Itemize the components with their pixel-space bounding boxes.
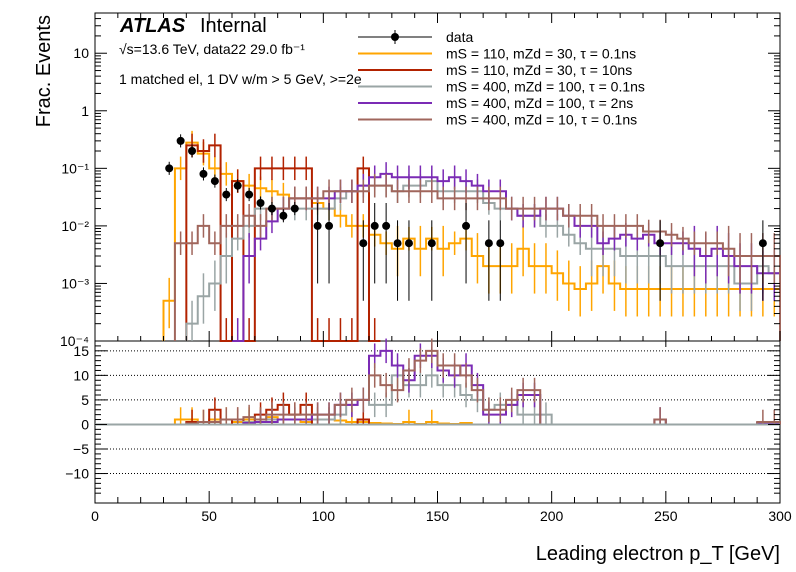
ratio-y-tick-label: −5	[73, 441, 89, 457]
ratio-y-tick-label: 15	[73, 343, 89, 359]
data-point	[484, 239, 493, 248]
data-point	[313, 221, 322, 230]
legend-label: mS = 110, mZd = 30, τ = 10ns	[446, 62, 632, 78]
data-points	[165, 134, 767, 301]
y-tick-label: 10⁻²	[61, 218, 89, 234]
main-histograms	[162, 130, 781, 342]
ratio-histograms	[95, 338, 781, 426]
y-tick-label: 10⁻⁴	[60, 333, 89, 349]
x-axis-title: Leading electron p_T [GeV]	[536, 543, 780, 565]
data-point	[176, 136, 185, 145]
legend-marker-data	[391, 33, 399, 41]
status-label: Internal	[200, 15, 267, 37]
data-point	[188, 147, 197, 156]
data-point	[279, 211, 288, 220]
data-point	[233, 181, 242, 190]
x-tick-label: 200	[540, 508, 564, 524]
data-point	[267, 204, 276, 213]
ratio-y-tick-label: 10	[73, 367, 89, 383]
axis-ticks: 0 50 100 150 200 250 30010110⁻¹10⁻²10⁻³10⁻⁴151…	[60, 12, 792, 524]
y-tick-label: 10⁻³	[61, 275, 89, 291]
selection-label: 1 matched el, 1 DV w/m > 5 GeV, >=2e	[119, 71, 362, 87]
data-point	[199, 169, 208, 178]
legend-label: mS = 400, mZd = 10, τ = 0.1ns	[446, 112, 637, 128]
x-tick-label: 100	[312, 508, 336, 524]
x-tick-label: 0	[91, 508, 99, 524]
ratio-series-4	[95, 349, 781, 426]
data-point	[393, 239, 402, 248]
data-point	[290, 204, 299, 213]
experiment-label: ATLAS	[119, 15, 186, 37]
y-tick-label: 1	[81, 103, 89, 119]
data-point	[359, 239, 368, 248]
legend-label: mS = 110, mZd = 30, τ = 0.1ns	[446, 46, 636, 62]
data-point	[256, 198, 265, 207]
energy-lumi-label: √s=13.6 TeV, data22 29.0 fb⁻¹	[119, 41, 305, 57]
data-point	[462, 221, 471, 230]
y-axis-title: Frac. Events	[33, 15, 55, 127]
legend-label: mS = 400, mZd = 100, τ = 2ns	[446, 95, 633, 111]
data-point	[370, 221, 379, 230]
data-point	[404, 239, 413, 248]
x-tick-label: 250	[654, 508, 678, 524]
x-tick-label: 150	[426, 508, 450, 524]
y-tick-label: 10	[73, 45, 89, 61]
data-point	[427, 239, 436, 248]
x-tick-label: 300	[768, 508, 792, 524]
hist-series-0	[162, 141, 781, 341]
data-point	[165, 164, 174, 173]
data-point	[656, 239, 665, 248]
ratio-y-tick-label: −10	[65, 466, 89, 482]
y-tick-label: 10⁻¹	[61, 160, 89, 176]
data-point	[245, 190, 254, 199]
data-point	[382, 221, 391, 230]
x-tick-label: 50	[201, 508, 217, 524]
ratio-y-tick-label: 5	[81, 392, 89, 408]
data-point	[222, 190, 231, 199]
data-point	[496, 239, 505, 248]
legend-label: mS = 400, mZd = 100, τ = 0.1ns	[446, 79, 645, 95]
data-point	[325, 221, 334, 230]
ratio-y-tick-label: 0	[81, 416, 89, 432]
legend-label: data	[446, 29, 473, 45]
data-point	[758, 239, 767, 248]
data-point	[210, 177, 219, 186]
